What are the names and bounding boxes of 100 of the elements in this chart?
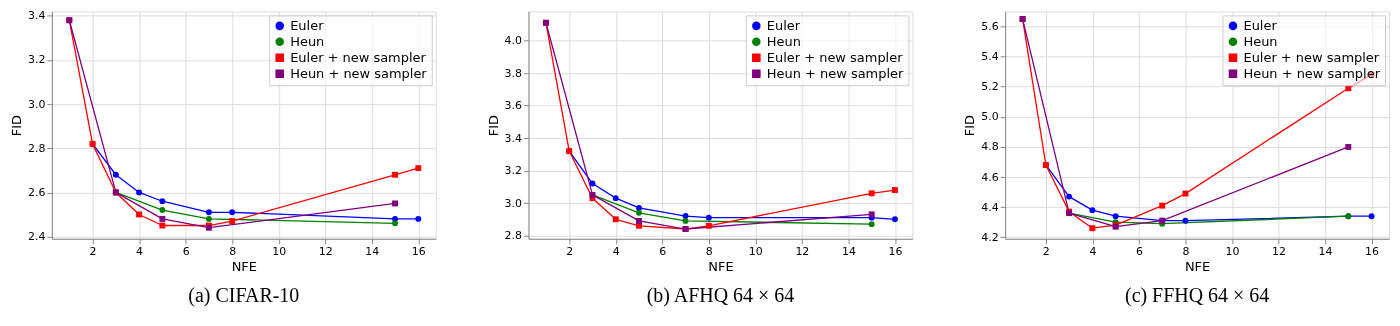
y-tick-label: 3.0 (504, 196, 523, 210)
y-tick-label: 4.2 (981, 230, 999, 244)
point (159, 215, 166, 222)
point (636, 209, 642, 216)
text: (c) FFHQ 64 × 64 (1124, 283, 1270, 307)
x-tick-label: 8 (1182, 245, 1190, 259)
y-tick-label: 5.6 (981, 19, 999, 33)
y-tick-label: 3.6 (504, 99, 523, 113)
legend-label: Heun (1243, 33, 1278, 49)
x-tick-label: 4 (136, 245, 144, 259)
point (1089, 207, 1096, 214)
point (636, 204, 642, 211)
legend-label: Euler + new sampler (290, 49, 427, 65)
x-tick-label: 10 (272, 245, 287, 259)
x-tick-label: 14 (841, 245, 856, 259)
point (1159, 202, 1166, 209)
y-tick-label: 3.4 (27, 9, 46, 23)
point (1368, 213, 1375, 220)
point (868, 221, 875, 228)
point (392, 200, 398, 207)
point (112, 171, 119, 178)
x-tick-label: 6 (182, 245, 190, 259)
x-axis-title: NFE (708, 259, 734, 275)
legend-label: Euler (1243, 17, 1278, 33)
point (1112, 213, 1119, 220)
point (612, 216, 619, 223)
y-tick-label: 5.0 (981, 110, 999, 124)
x-tick-label: 2 (1042, 245, 1050, 259)
x-tick-label: 12 (1272, 245, 1286, 259)
point (229, 218, 236, 225)
point (229, 209, 236, 216)
point (159, 207, 166, 214)
y-tick-label: 5.2 (981, 80, 999, 94)
y-axis-title: FID (8, 114, 24, 137)
x-tick-label: 16 (888, 245, 903, 259)
x-tick-label: 10 (748, 245, 763, 259)
legend-label: Heun + new sampler (1243, 65, 1381, 81)
point (1066, 193, 1073, 200)
legend-label: Euler (290, 17, 325, 33)
y-tick-label: 3.2 (504, 164, 523, 178)
y-tick-label: 3.8 (504, 66, 523, 80)
y-axis-title: FID (485, 114, 501, 137)
legend-label: Heun + new sampler (766, 65, 905, 81)
y-tick-label: 3.0 (27, 97, 46, 111)
y-tick-label: 2.4 (27, 230, 46, 244)
point (392, 171, 398, 178)
point (1089, 225, 1096, 232)
point (392, 220, 398, 227)
y-tick-label: 2.8 (504, 229, 523, 243)
x-tick-label: 16 (411, 245, 426, 259)
y-tick-label: 2.8 (27, 141, 46, 155)
x-axis-title: NFE (1184, 259, 1211, 275)
point (415, 215, 422, 222)
y-tick-label: 2.6 (27, 185, 46, 199)
legend-label: Euler + new sampler (766, 49, 904, 65)
x-tick-label: 4 (1089, 245, 1097, 259)
legend-label: Heun (290, 33, 325, 49)
y-tick-label: 3.4 (504, 131, 523, 145)
x-tick-label: 2 (566, 245, 574, 259)
legend-label: Heun + new sampler (290, 65, 428, 81)
point (891, 216, 898, 223)
point (1345, 143, 1352, 150)
point (1182, 190, 1189, 197)
point (891, 187, 898, 193)
y-tick-label: 4.0 (504, 34, 523, 48)
x-tick-label: 12 (795, 245, 810, 259)
point (136, 189, 143, 196)
point (205, 209, 212, 216)
y-axis-title: FID (962, 114, 978, 137)
y-tick-label: 4.8 (981, 140, 999, 154)
x-tick-label: 10 (1225, 245, 1240, 259)
text: (b) AFHQ 64 × 64 (646, 283, 795, 307)
legend-label: Heun (766, 33, 801, 49)
x-tick-label: 14 (365, 245, 380, 259)
point (705, 222, 712, 229)
x-tick-label: 6 (659, 245, 667, 259)
x-tick-label: 6 (1135, 245, 1143, 259)
point (636, 217, 642, 224)
point (1345, 85, 1352, 92)
text: (a) CIFAR-10 (188, 283, 300, 307)
x-tick-label: 8 (705, 245, 713, 259)
x-tick-label: 12 (318, 245, 333, 259)
y-tick-label: 4.4 (981, 200, 999, 214)
y-tick-label: 4.6 (981, 170, 999, 184)
point (1182, 217, 1189, 224)
point (205, 215, 212, 222)
x-tick-label: 4 (612, 245, 620, 259)
point (868, 190, 875, 197)
y-tick-label: 5.4 (981, 50, 999, 64)
x-tick-label: 14 (1318, 245, 1333, 259)
point (589, 180, 596, 187)
point (159, 198, 166, 205)
point (612, 195, 619, 202)
x-tick-label: 2 (89, 245, 97, 259)
x-axis-title: NFE (231, 259, 257, 275)
x-tick-label: 16 (1365, 245, 1380, 259)
y-tick-label: 3.2 (27, 53, 46, 67)
x-tick-label: 8 (229, 245, 237, 259)
legend-label: Euler + new sampler (1243, 49, 1380, 65)
point (682, 217, 689, 224)
